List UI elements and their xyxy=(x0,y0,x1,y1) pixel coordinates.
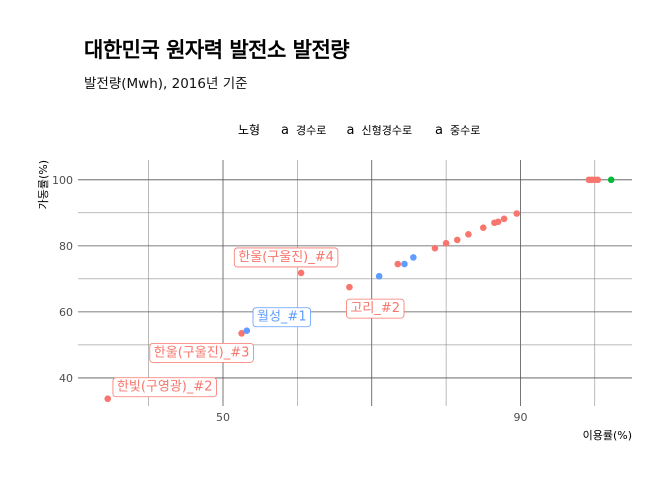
point-label-box xyxy=(233,247,339,268)
data-point xyxy=(346,283,353,291)
data-point xyxy=(479,224,487,231)
data-point xyxy=(410,254,417,261)
y-tick-label: 80 xyxy=(59,240,73,253)
y-axis-label: 가동률(%) xyxy=(37,160,50,209)
point-label-text: 한빛(구영광)_#2 xyxy=(117,380,213,395)
data-point xyxy=(238,330,245,337)
data-points xyxy=(104,176,615,403)
data-point xyxy=(494,218,502,226)
legend: 노형 a 경수로 a 신형경수로 a 중수로 xyxy=(238,123,480,138)
y-tick-label: 100 xyxy=(52,174,73,187)
legend-key-glyph: a xyxy=(347,123,355,138)
legend-key-glyph: a xyxy=(281,123,289,138)
x-tick-label: 50 xyxy=(216,411,230,424)
point-label-box xyxy=(252,307,311,328)
point-label-box xyxy=(346,298,405,319)
legend-entry-label: 경수로 xyxy=(296,124,326,137)
data-point xyxy=(243,327,251,335)
axes: 50 90 40 60 80 100 이용률(%) 가동률(%) xyxy=(37,160,632,442)
point-label-text: 한울(구울진)_#3 xyxy=(154,345,250,360)
data-point xyxy=(431,244,439,252)
chart-subtitle: 발전량(Mwh), 2016년 기준 xyxy=(84,76,248,92)
data-point xyxy=(513,210,521,217)
data-point xyxy=(375,272,383,280)
data-point xyxy=(394,260,402,268)
legend-title: 노형 xyxy=(238,123,260,137)
x-axis-label: 이용률(%) xyxy=(583,429,632,442)
data-point xyxy=(465,230,472,238)
legend-key-glyph: a xyxy=(435,123,443,138)
y-tick-label: 60 xyxy=(59,306,73,319)
x-tick-label: 90 xyxy=(513,411,527,424)
chart-title: 대한민국 원자력 발전소 발전량 xyxy=(84,38,350,62)
y-tick-label: 40 xyxy=(59,372,73,385)
point-label-text: 월성_#1 xyxy=(257,310,307,325)
legend-entry-label: 신형경수로 xyxy=(362,124,413,137)
data-point xyxy=(104,395,112,403)
data-point xyxy=(500,215,508,223)
point-labels: 한울(구울진)_#4 고리_#2 월성_#1 한울(구울진)_#3 한빛(구영광)_#2 xyxy=(112,247,405,398)
legend-entry-label: 중수로 xyxy=(450,124,480,137)
point-label-text: 고리_#2 xyxy=(350,301,400,316)
data-point xyxy=(297,269,305,277)
data-point xyxy=(442,239,450,247)
plot-grid xyxy=(78,160,632,406)
point-label-text: 한울(구울진)_#4 xyxy=(238,250,334,265)
data-point xyxy=(401,260,408,268)
data-point xyxy=(594,176,602,184)
data-point xyxy=(607,176,615,184)
point-label-box xyxy=(149,342,254,363)
point-label-box xyxy=(112,377,217,398)
data-point xyxy=(453,236,461,244)
